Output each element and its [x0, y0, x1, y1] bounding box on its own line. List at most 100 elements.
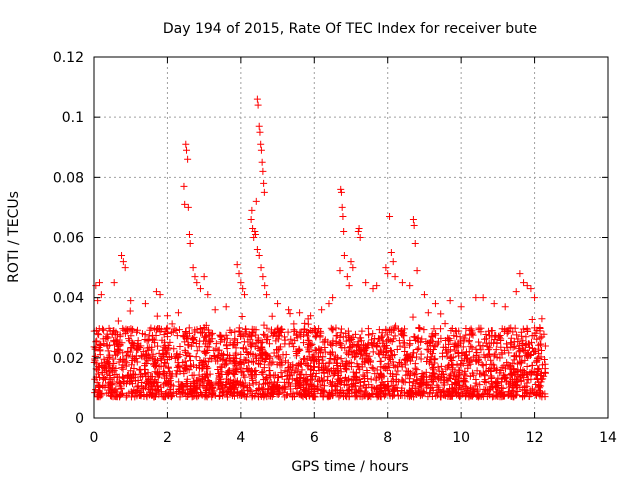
data-point [480, 385, 488, 393]
data-point [253, 95, 261, 103]
data-point [103, 370, 111, 378]
data-point [409, 215, 417, 223]
data-point [369, 341, 377, 349]
data-point [538, 315, 546, 323]
data-point [386, 212, 394, 220]
data-point [203, 347, 211, 355]
data-point [337, 188, 345, 196]
data-point [418, 391, 426, 399]
data-point [223, 334, 231, 342]
data-point [359, 371, 367, 379]
data-point [233, 261, 241, 269]
data-point [110, 279, 118, 287]
data-point [221, 361, 229, 369]
data-point [240, 338, 248, 346]
data-point [312, 357, 320, 365]
data-point [164, 391, 172, 399]
data-point [522, 333, 530, 341]
data-point [199, 329, 207, 337]
data-point [281, 393, 289, 401]
data-point [158, 336, 166, 344]
data-point [330, 364, 338, 372]
y-tick-label: 0.04 [53, 291, 84, 307]
data-point [362, 279, 370, 287]
data-point [445, 340, 453, 348]
data-point [438, 371, 446, 379]
chart-title: Day 194 of 2015, Rate Of TEC Index for r… [163, 21, 537, 37]
data-point [131, 356, 139, 364]
data-point [384, 270, 392, 278]
data-point [472, 352, 480, 360]
data-point [204, 377, 212, 385]
data-point [329, 371, 337, 379]
data-point [306, 362, 314, 370]
data-point [269, 358, 277, 366]
data-point [532, 371, 540, 379]
data-point [391, 332, 399, 340]
data-point [112, 337, 120, 345]
data-point [382, 325, 390, 333]
data-point [505, 383, 513, 391]
data-point [358, 327, 366, 335]
data-point [242, 328, 250, 336]
data-point [201, 393, 209, 401]
data-point [300, 387, 308, 395]
data-point [148, 379, 156, 387]
data-point [431, 355, 439, 363]
data-point [457, 339, 465, 347]
data-point [206, 338, 214, 346]
data-point [237, 364, 245, 372]
data-point [115, 373, 123, 381]
data-point [261, 331, 269, 339]
data-point [274, 324, 282, 332]
data-point [209, 383, 217, 391]
data-point [243, 365, 251, 373]
data-point [326, 349, 334, 357]
data-point [343, 349, 351, 357]
data-point [200, 325, 208, 333]
data-point [426, 388, 434, 396]
data-point [318, 387, 326, 395]
data-point [215, 392, 223, 400]
data-point [274, 300, 282, 308]
data-point [448, 392, 456, 400]
data-point [465, 338, 473, 346]
data-point [247, 215, 255, 223]
data-point [493, 388, 501, 396]
data-point [132, 377, 140, 385]
data-point [466, 326, 474, 334]
data-point [217, 332, 225, 340]
data-point [255, 380, 263, 388]
data-point [332, 387, 340, 395]
data-point [308, 356, 316, 364]
data-point [163, 379, 171, 387]
data-point [144, 369, 152, 377]
data-point [267, 389, 275, 397]
data-point [540, 330, 548, 338]
data-point [337, 339, 345, 347]
data-point [357, 337, 365, 345]
data-point [160, 362, 168, 370]
data-point [237, 331, 245, 339]
data-point [180, 333, 188, 341]
data-point [145, 332, 153, 340]
data-point [356, 234, 364, 241]
data-point [252, 326, 260, 334]
data-point [522, 389, 530, 397]
data-point [341, 365, 349, 373]
data-point [130, 386, 138, 394]
data-point [472, 345, 480, 353]
data-point [501, 374, 509, 382]
data-point [433, 340, 441, 348]
data-point [266, 371, 274, 379]
data-point [252, 197, 260, 205]
data-point [188, 371, 196, 379]
data-point [386, 392, 394, 400]
data-point [189, 339, 197, 347]
data-point [303, 332, 311, 340]
data-point [128, 327, 136, 335]
data-point [119, 258, 127, 266]
data-point [413, 376, 421, 384]
y-tick-label: 0.12 [53, 50, 84, 66]
data-point [173, 390, 181, 398]
